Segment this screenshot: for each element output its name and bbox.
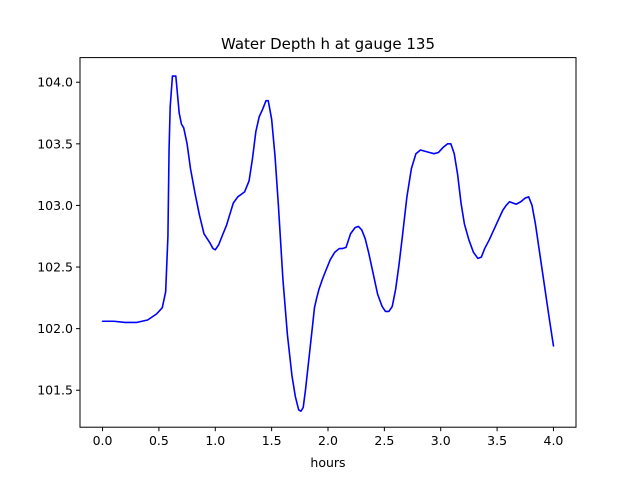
y-tick-label: 101.5 xyxy=(37,383,73,398)
x-tick-label: 2.0 xyxy=(318,433,338,448)
x-tick-label: 3.5 xyxy=(487,433,507,448)
x-tick-label: 0.0 xyxy=(93,433,113,448)
y-tick-label: 104.0 xyxy=(37,75,73,90)
x-tick-label: 1.5 xyxy=(262,433,282,448)
chart-title: Water Depth h at gauge 135 xyxy=(221,35,435,53)
y-tick-label: 102.0 xyxy=(37,321,73,336)
x-tick-label: 0.5 xyxy=(149,433,169,448)
x-tick-label: 4.0 xyxy=(544,433,564,448)
plot-area xyxy=(101,75,555,412)
y-axis: 101.5 102.0 102.5 103.0 103.5 104.0 xyxy=(37,75,80,398)
x-tick-label: 2.5 xyxy=(374,433,394,448)
x-tick-label: 3.0 xyxy=(431,433,451,448)
series-line-0 xyxy=(101,75,555,412)
y-tick-label: 102.5 xyxy=(37,260,73,275)
y-tick-label: 103.5 xyxy=(37,136,73,151)
y-tick-label: 103.0 xyxy=(37,198,73,213)
x-axis-label: hours xyxy=(310,455,345,470)
x-axis: 0.0 0.5 1.0 1.5 2.0 2.5 3.0 3.5 4.0 xyxy=(93,427,564,448)
x-tick-label: 1.0 xyxy=(205,433,225,448)
